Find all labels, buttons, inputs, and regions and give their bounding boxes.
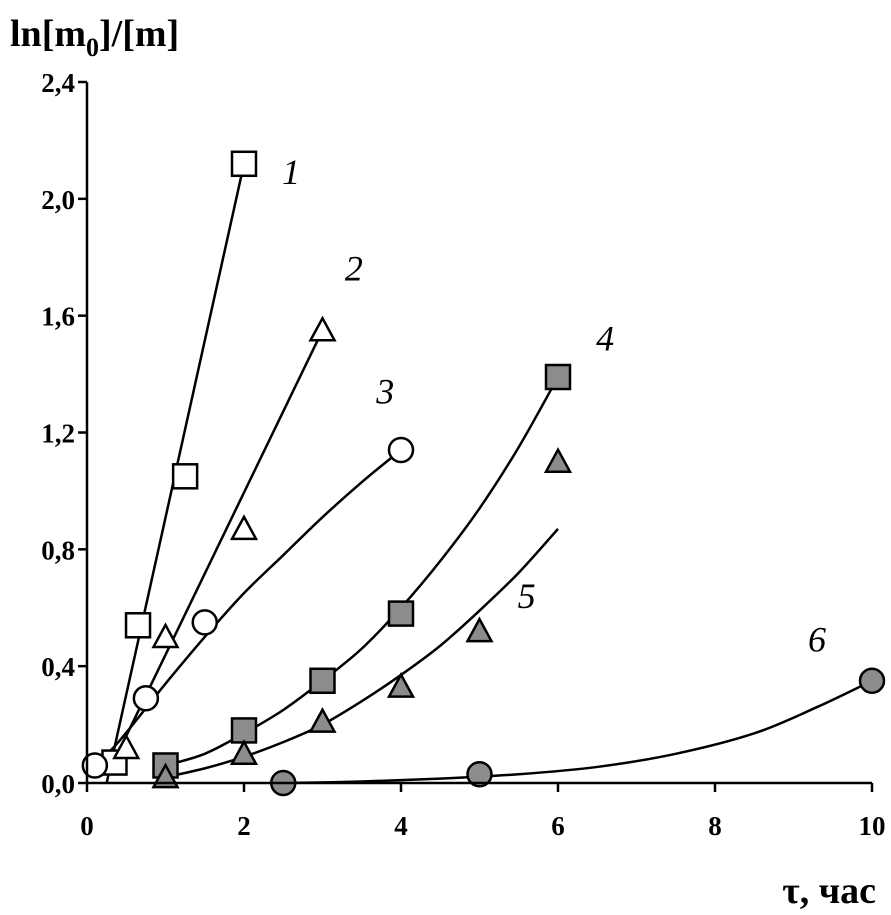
- data-point-series-2: [308, 315, 337, 342]
- data-point-series-6: [858, 667, 886, 695]
- x-tick-label: 10: [859, 811, 886, 841]
- axes: [78, 80, 874, 792]
- data-point-series-4: [387, 600, 415, 627]
- curve-label-5: 5: [518, 576, 536, 616]
- curve-label-3: 3: [375, 371, 394, 411]
- data-point-series-6: [466, 760, 493, 788]
- data-point-series-4: [230, 717, 258, 744]
- y-tick-label: 1,2: [41, 419, 75, 449]
- data-point-series-4: [309, 667, 336, 695]
- data-point-series-1: [230, 150, 258, 178]
- y-tick-label: 1,6: [41, 302, 75, 332]
- data-point-series-3: [81, 752, 109, 779]
- x-tick-label: 0: [80, 811, 94, 841]
- y-tick-label: 2,4: [41, 68, 75, 98]
- data-point-series-2: [229, 514, 259, 541]
- fit-line-series-6: [283, 679, 873, 785]
- data-point-series-5: [151, 762, 180, 789]
- data-point-series-5: [465, 616, 494, 643]
- curve-label-6: 6: [808, 620, 826, 660]
- data-point-series-5: [229, 739, 259, 766]
- data-point-series-2: [112, 733, 141, 760]
- data-point-series-5: [308, 707, 337, 733]
- tick-labels: 0,0 0,4 0,8 1,2 1,6 2,0 2,4 0 2 4 6 8 10: [41, 68, 885, 841]
- curve-label-4: 4: [596, 319, 614, 359]
- x-tick-label: 8: [708, 811, 722, 841]
- fit-line-series-5: [165, 528, 559, 779]
- x-tick-label: 6: [551, 811, 565, 841]
- data-point-series-5: [386, 672, 416, 698]
- y-tick-label: 0,8: [41, 535, 75, 565]
- data-point-series-2: [151, 622, 180, 649]
- fit-line-series-4: [165, 376, 560, 767]
- data-point-series-4: [544, 363, 572, 391]
- data-point-series-3: [387, 436, 415, 464]
- data-point-series-5: [543, 447, 573, 473]
- y-tick-label: 0,0: [41, 769, 75, 799]
- x-tick-label: 2: [237, 811, 251, 841]
- x-axis-title: τ, час: [782, 870, 876, 912]
- curve-label-2: 2: [345, 249, 363, 289]
- y-axis-title: ln[m0]/[m]: [10, 13, 179, 62]
- data-point-series-1: [171, 463, 199, 490]
- data-point-series-3: [132, 685, 160, 712]
- data-markers: [81, 150, 886, 797]
- data-point-series-1: [124, 612, 152, 639]
- data-point-series-3: [191, 609, 218, 636]
- y-tick-label: 0,4: [41, 652, 75, 682]
- fit-line-series-3: [93, 449, 402, 767]
- fit-lines: [93, 163, 873, 785]
- y-tick-label: 2,0: [41, 185, 75, 215]
- curve-label-1: 1: [282, 152, 300, 192]
- curve-labels: 1 2 3 4 5 6: [282, 152, 826, 659]
- x-tick-label: 4: [394, 811, 408, 841]
